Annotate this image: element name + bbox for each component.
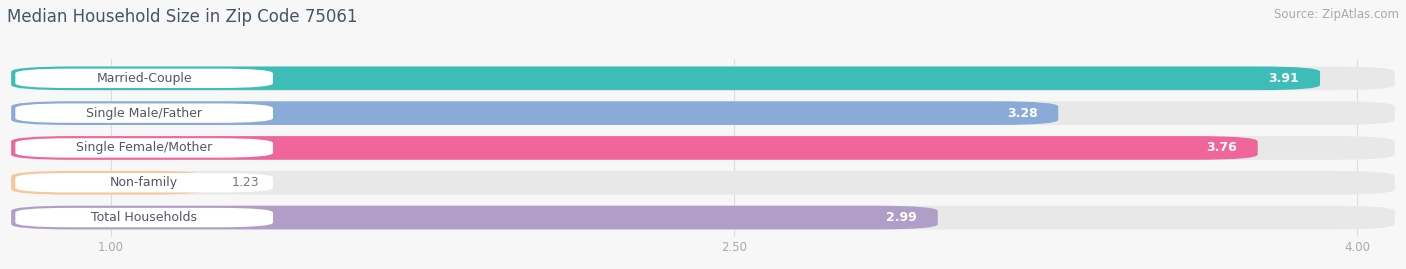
- Text: Married-Couple: Married-Couple: [97, 72, 193, 85]
- Text: Single Male/Father: Single Male/Father: [86, 107, 202, 120]
- FancyBboxPatch shape: [15, 138, 273, 158]
- Text: 2.99: 2.99: [886, 211, 917, 224]
- FancyBboxPatch shape: [15, 69, 273, 88]
- FancyBboxPatch shape: [11, 206, 1395, 229]
- Text: Total Households: Total Households: [91, 211, 197, 224]
- FancyBboxPatch shape: [11, 101, 1059, 125]
- FancyBboxPatch shape: [11, 66, 1320, 90]
- FancyBboxPatch shape: [11, 136, 1395, 160]
- FancyBboxPatch shape: [11, 171, 1395, 194]
- FancyBboxPatch shape: [11, 136, 1258, 160]
- Text: 3.28: 3.28: [1007, 107, 1038, 120]
- Text: 3.91: 3.91: [1268, 72, 1299, 85]
- FancyBboxPatch shape: [15, 208, 273, 227]
- FancyBboxPatch shape: [11, 101, 1395, 125]
- Text: Source: ZipAtlas.com: Source: ZipAtlas.com: [1274, 8, 1399, 21]
- Text: 3.76: 3.76: [1206, 141, 1237, 154]
- Text: Non-family: Non-family: [110, 176, 179, 189]
- FancyBboxPatch shape: [11, 171, 207, 194]
- FancyBboxPatch shape: [11, 66, 1395, 90]
- Text: Median Household Size in Zip Code 75061: Median Household Size in Zip Code 75061: [7, 8, 357, 26]
- Text: 1.23: 1.23: [232, 176, 259, 189]
- FancyBboxPatch shape: [15, 104, 273, 123]
- Text: Single Female/Mother: Single Female/Mother: [76, 141, 212, 154]
- FancyBboxPatch shape: [15, 173, 273, 192]
- FancyBboxPatch shape: [11, 206, 938, 229]
